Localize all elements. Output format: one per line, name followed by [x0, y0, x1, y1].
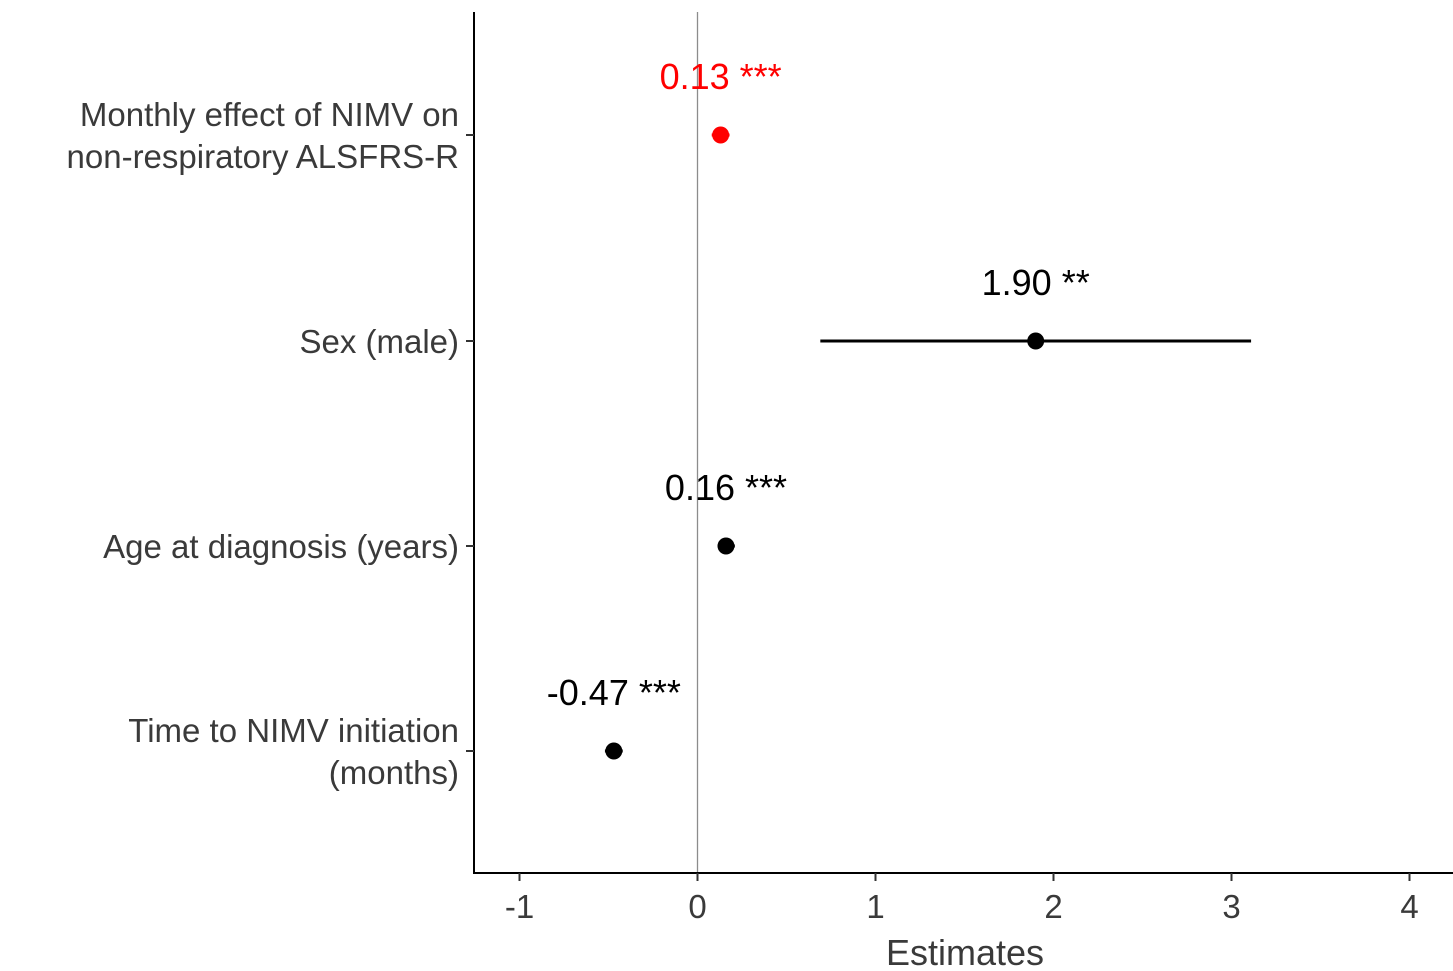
- category-label: Time to NIMV initiation: [128, 712, 459, 749]
- x-tick-label: 1: [866, 888, 884, 925]
- category-label: Age at diagnosis (years): [103, 528, 459, 565]
- y-axis: Monthly effect of NIMV on non-respiratory…: [67, 12, 475, 874]
- category-label: (months): [329, 754, 459, 791]
- estimate-label: 0.16 ***: [665, 467, 787, 508]
- point-estimate: [712, 126, 730, 144]
- point-estimate: [1027, 332, 1045, 350]
- x-tick-label: 2: [1044, 888, 1062, 925]
- point-estimate: [605, 742, 623, 760]
- estimate-label: 1.90 **: [982, 262, 1090, 303]
- category-label: non-respiratory ALSFRS-R: [67, 138, 459, 175]
- x-tick-label: 3: [1222, 888, 1240, 925]
- category-label: Monthly effect of NIMV on: [80, 96, 459, 133]
- x-tick-label: 0: [688, 888, 706, 925]
- x-axis: -1 0 1 2 3 4: [473, 872, 1453, 925]
- estimate-label: -0.47 ***: [547, 672, 681, 713]
- estimate-label: 0.13 ***: [660, 56, 782, 97]
- x-axis-title: Estimates: [886, 932, 1044, 971]
- estimate-marks: 0.13 *** 1.90 ** 0.16 *** -0.47 ***: [547, 56, 1252, 760]
- x-tick-label: 4: [1400, 888, 1418, 925]
- x-tick-label: -1: [505, 888, 534, 925]
- point-estimate: [717, 537, 735, 555]
- category-label: Sex (male): [299, 323, 459, 360]
